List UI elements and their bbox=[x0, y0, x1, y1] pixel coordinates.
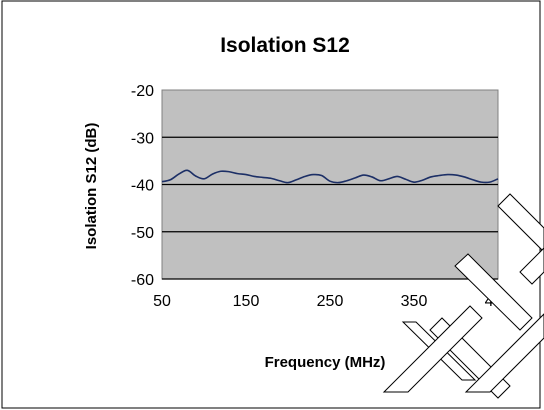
x-tick-label: 350 bbox=[401, 293, 428, 310]
x-tick-label: 450 bbox=[485, 293, 512, 310]
y-axis-tick-labels: -20 -30 -40 -50 -60 bbox=[131, 83, 154, 289]
chart-title: Isolation S12 bbox=[220, 34, 350, 57]
y-tick-label: -40 bbox=[131, 178, 154, 195]
y-tick-label: -50 bbox=[131, 225, 154, 242]
y-tick-label: -30 bbox=[131, 130, 154, 147]
x-tick-label: 50 bbox=[153, 293, 171, 310]
x-axis-label: Frequency (MHz) bbox=[265, 354, 386, 371]
x-tick-label: 250 bbox=[317, 293, 344, 310]
y-axis-label: Isolation S12 (dB) bbox=[83, 123, 100, 250]
y-tick-label: -20 bbox=[131, 83, 154, 100]
series-layer bbox=[161, 169, 499, 184]
series-line bbox=[161, 169, 499, 184]
y-tick-label: -60 bbox=[131, 272, 154, 289]
grid-lines bbox=[162, 136, 498, 280]
x-tick-label: 150 bbox=[233, 293, 260, 310]
